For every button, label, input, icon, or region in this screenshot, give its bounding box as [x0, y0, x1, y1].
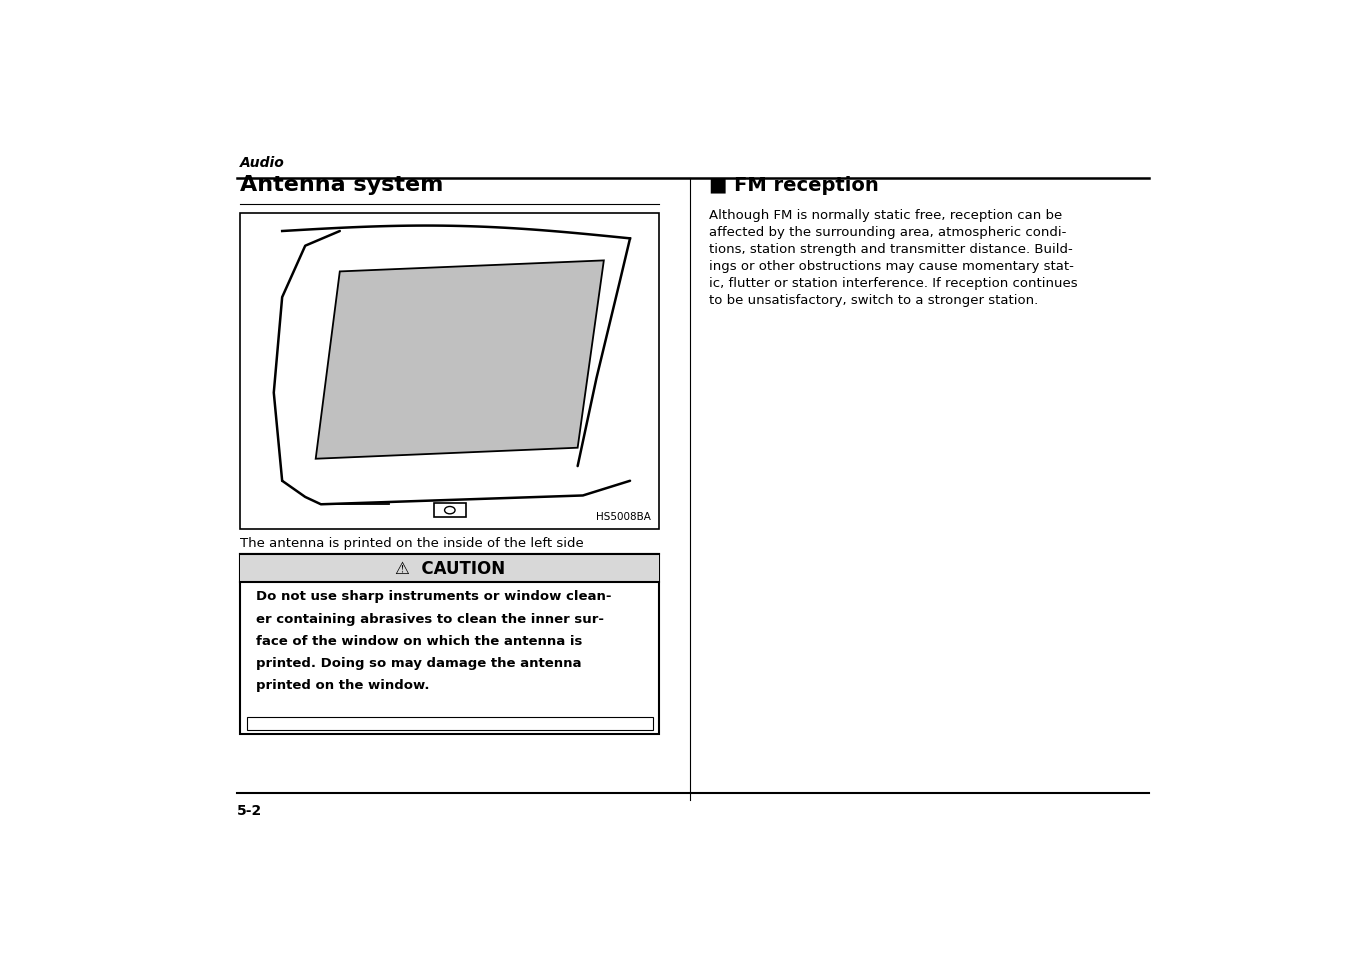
Text: face of the window on which the antenna is: face of the window on which the antenna …: [256, 634, 583, 647]
Text: ■ FM reception: ■ FM reception: [708, 176, 879, 195]
Text: HS5008BA: HS5008BA: [596, 512, 652, 521]
Text: printed. Doing so may damage the antenna: printed. Doing so may damage the antenna: [256, 656, 581, 669]
Text: Antenna system: Antenna system: [241, 175, 443, 195]
Bar: [241, 213, 660, 529]
Text: Although FM is normally static free, reception can be
affected by the surroundin: Although FM is normally static free, rec…: [708, 209, 1078, 306]
Text: Do not use sharp instruments or window clean-: Do not use sharp instruments or window c…: [256, 590, 611, 603]
Polygon shape: [316, 261, 604, 459]
Bar: [434, 503, 465, 518]
Text: The antenna is printed on the inside of the left side: The antenna is printed on the inside of …: [241, 537, 584, 549]
Text: er containing abrasives to clean the inner sur-: er containing abrasives to clean the inn…: [256, 612, 604, 625]
Circle shape: [445, 507, 456, 515]
Bar: [241, 555, 660, 735]
Bar: [241, 555, 660, 582]
Text: rear quarter window glass.: rear quarter window glass.: [241, 558, 419, 571]
Bar: [246, 717, 653, 730]
Text: 5-2: 5-2: [237, 802, 262, 817]
Text: Audio: Audio: [241, 156, 285, 171]
Text: printed on the window.: printed on the window.: [256, 678, 430, 691]
Text: ⚠  CAUTION: ⚠ CAUTION: [395, 559, 504, 578]
